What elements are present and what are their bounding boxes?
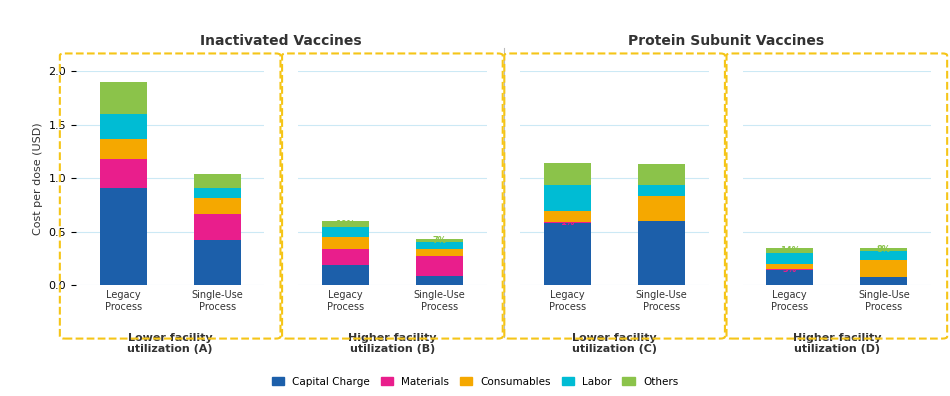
- Text: 48%: 48%: [113, 232, 133, 241]
- Text: 3%: 3%: [783, 265, 797, 274]
- Bar: [767, 248, 813, 253]
- Bar: [194, 240, 240, 285]
- Bar: [544, 185, 591, 211]
- Bar: [544, 223, 591, 285]
- Bar: [767, 264, 813, 269]
- Bar: [100, 188, 146, 285]
- Text: 25%: 25%: [874, 251, 894, 260]
- Bar: [322, 249, 369, 265]
- Bar: [861, 248, 907, 251]
- Bar: [544, 163, 591, 185]
- Text: 7%: 7%: [432, 236, 446, 245]
- Text: 14%: 14%: [113, 169, 133, 178]
- Bar: [100, 82, 146, 114]
- Y-axis label: Cost per dose (USD): Cost per dose (USD): [33, 122, 43, 234]
- Bar: [322, 227, 369, 237]
- Bar: [322, 237, 369, 249]
- Text: 16%: 16%: [429, 248, 449, 257]
- Text: 44%: 44%: [429, 262, 449, 271]
- Text: 15%: 15%: [335, 228, 355, 237]
- Bar: [544, 211, 591, 222]
- Bar: [861, 277, 907, 285]
- Text: 14%: 14%: [207, 202, 227, 211]
- Text: Lower facility
utilization (C): Lower facility utilization (C): [572, 333, 657, 354]
- Text: 40%: 40%: [780, 273, 800, 282]
- Bar: [638, 221, 685, 285]
- Text: Lower facility
utilization (A): Lower facility utilization (A): [127, 333, 213, 354]
- Text: 14%: 14%: [780, 262, 800, 271]
- Text: 13%: 13%: [207, 177, 227, 186]
- Text: 31%: 31%: [335, 271, 355, 280]
- Text: 19%: 19%: [429, 276, 449, 285]
- Text: 23%: 23%: [207, 222, 227, 231]
- Text: Inactivated Vaccines: Inactivated Vaccines: [200, 34, 362, 48]
- Text: 41%: 41%: [207, 258, 227, 267]
- Bar: [416, 249, 463, 256]
- Text: 9%: 9%: [210, 189, 224, 198]
- Bar: [416, 242, 463, 249]
- Text: 10%: 10%: [113, 145, 133, 154]
- Text: 44%: 44%: [874, 264, 894, 273]
- Bar: [416, 256, 463, 276]
- Text: 25%: 25%: [335, 253, 355, 262]
- Bar: [194, 198, 240, 214]
- Text: Higher facility
utilization (B): Higher facility utilization (B): [348, 333, 437, 354]
- Bar: [767, 270, 813, 285]
- Bar: [100, 139, 146, 159]
- Text: 17%: 17%: [652, 170, 672, 179]
- Bar: [544, 222, 591, 223]
- Text: 18%: 18%: [558, 170, 578, 179]
- Text: 14%: 14%: [429, 241, 449, 250]
- Bar: [767, 253, 813, 264]
- Text: 9%: 9%: [655, 186, 669, 195]
- Bar: [194, 214, 240, 240]
- Text: 22%: 22%: [874, 276, 894, 286]
- Bar: [638, 196, 685, 221]
- Bar: [194, 174, 240, 188]
- Bar: [100, 114, 146, 139]
- Text: 19%: 19%: [335, 239, 355, 248]
- Text: 8%: 8%: [877, 245, 891, 254]
- Text: 10%: 10%: [335, 220, 355, 228]
- Text: 16%: 16%: [113, 94, 133, 103]
- Bar: [638, 164, 685, 185]
- Bar: [638, 185, 685, 196]
- Legend: Capital Charge, Materials, Consumables, Labor, Others: Capital Charge, Materials, Consumables, …: [267, 373, 683, 391]
- Bar: [416, 239, 463, 242]
- Text: 29%: 29%: [780, 254, 800, 263]
- Text: 20%: 20%: [652, 204, 672, 213]
- Text: Protein Subunit Vaccines: Protein Subunit Vaccines: [628, 34, 824, 48]
- Text: 12%: 12%: [113, 122, 133, 131]
- Text: 9%: 9%: [560, 212, 575, 221]
- Text: Higher facility
utilization (D): Higher facility utilization (D): [792, 333, 881, 354]
- Bar: [861, 261, 907, 277]
- Bar: [767, 269, 813, 270]
- Text: 53%: 53%: [652, 248, 672, 257]
- Bar: [100, 159, 146, 188]
- Bar: [322, 265, 369, 285]
- Text: 21%: 21%: [558, 194, 578, 202]
- Text: 1%: 1%: [560, 218, 575, 227]
- Bar: [416, 276, 463, 285]
- Bar: [861, 251, 907, 261]
- Bar: [322, 221, 369, 227]
- Text: 14%: 14%: [780, 246, 800, 255]
- Text: 51%: 51%: [558, 249, 578, 259]
- Bar: [194, 188, 240, 198]
